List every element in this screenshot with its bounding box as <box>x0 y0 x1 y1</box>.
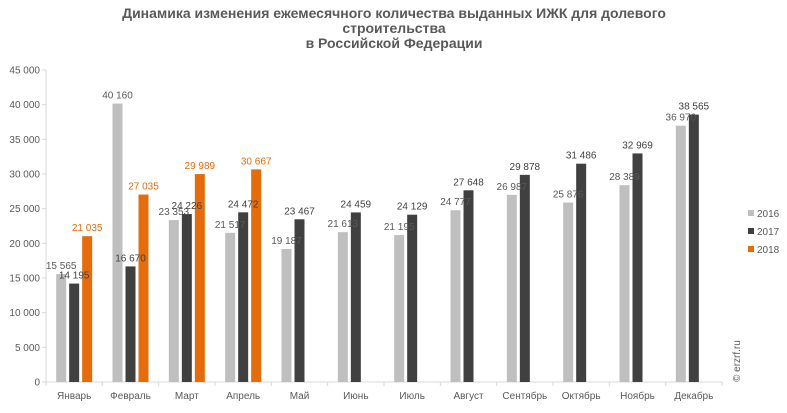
y-tick-label: 35 000 <box>9 135 40 146</box>
bar-2018 <box>82 236 93 382</box>
value-label-2018: 21 035 <box>72 223 103 234</box>
x-tick-label: Август <box>453 391 484 402</box>
y-tick-label: 0 <box>34 378 40 389</box>
watermark-text: © erzrf.ru <box>732 340 743 382</box>
bar-2016 <box>168 220 179 382</box>
y-tick-label: 20 000 <box>9 239 40 250</box>
bar-2017 <box>350 212 361 382</box>
x-tick-label: Июль <box>399 391 425 402</box>
x-tick-label: Июнь <box>343 391 368 402</box>
bar-2017 <box>294 219 305 382</box>
legend-label-2017: 2017 <box>757 227 780 238</box>
value-label-2016: 36 970 <box>666 113 697 124</box>
y-tick-label: 45 000 <box>9 66 40 77</box>
bar-2017 <box>181 214 192 382</box>
value-label-2016: 24 777 <box>440 197 471 208</box>
x-tick-label: Май <box>290 391 310 402</box>
legend-swatch-2017 <box>748 228 754 234</box>
bar-2017 <box>519 174 530 382</box>
value-label-2017: 32 969 <box>622 140 653 151</box>
value-label-2017: 38 565 <box>679 102 710 113</box>
chart-title-line-3: в Российской Федерации <box>306 35 483 51</box>
value-label-2016: 40 160 <box>102 91 133 102</box>
y-tick-label: 10 000 <box>9 308 40 319</box>
bar-2017 <box>125 266 136 382</box>
bar-2016 <box>394 235 405 382</box>
x-tick-label: Март <box>175 391 199 402</box>
x-tick-label: Апрель <box>226 391 260 402</box>
value-label-2017: 16 670 <box>115 253 146 264</box>
value-label-2016: 19 187 <box>271 236 302 247</box>
value-label-2017: 24 226 <box>172 201 203 212</box>
value-label-2016: 25 876 <box>553 190 584 201</box>
value-label-2016: 15 565 <box>46 261 77 272</box>
bar-2016 <box>450 210 461 382</box>
value-label-2016: 28 389 <box>609 172 640 183</box>
bar-2018 <box>251 169 262 382</box>
value-label-2017: 24 459 <box>341 199 372 210</box>
value-label-2017: 14 195 <box>59 271 90 282</box>
value-label-2016: 26 987 <box>497 182 528 193</box>
x-tick-label: Сентябрь <box>502 390 547 402</box>
bar-2017 <box>69 283 80 382</box>
value-label-2016: 23 353 <box>159 207 190 218</box>
bar-2016 <box>281 248 292 382</box>
value-label-2017: 24 472 <box>228 199 259 210</box>
x-tick-label: Январь <box>57 391 91 402</box>
value-label-2018: 27 035 <box>128 182 159 193</box>
bar-2016 <box>506 194 517 382</box>
bar-2017 <box>407 214 418 382</box>
y-tick-label: 5 000 <box>15 343 40 354</box>
bar-2017 <box>238 212 249 382</box>
x-tick-label: Октябрь <box>562 390 601 402</box>
bar-2017 <box>688 114 699 382</box>
bar-2018 <box>138 194 149 382</box>
y-tick-label: 40 000 <box>9 100 40 111</box>
value-label-2016: 21 195 <box>384 222 415 233</box>
value-label-2018: 30 667 <box>241 156 272 167</box>
value-label-2016: 21 517 <box>215 220 246 231</box>
value-label-2017: 27 648 <box>453 177 484 188</box>
bar-2017 <box>576 163 587 382</box>
legend-swatch-2016 <box>748 210 754 216</box>
y-tick-label: 30 000 <box>9 170 40 181</box>
x-tick-label: Февраль <box>110 391 151 402</box>
value-label-2017: 29 878 <box>510 162 541 173</box>
bar-2016 <box>225 232 236 382</box>
bar-2017 <box>463 190 474 382</box>
value-label-2017: 24 129 <box>397 202 428 213</box>
legend-label-2016: 2016 <box>757 209 780 220</box>
legend-swatch-2018 <box>748 246 754 252</box>
value-label-2017: 23 467 <box>284 206 315 217</box>
chart-title-line-1: Динамика изменения ежемесячного количест… <box>122 5 666 21</box>
bar-2016 <box>675 125 686 382</box>
value-label-2016: 21 613 <box>328 219 359 230</box>
value-label-2018: 29 989 <box>185 161 216 172</box>
bar-2016 <box>619 185 630 382</box>
bar-2016 <box>112 103 123 382</box>
bar-2018 <box>194 174 205 382</box>
bar-2016 <box>337 232 348 382</box>
bar-2017 <box>632 153 643 382</box>
y-tick-label: 15 000 <box>9 274 40 285</box>
y-tick-label: 25 000 <box>9 204 40 215</box>
bar-2016 <box>563 202 574 382</box>
chart-title-line-2: строительства <box>342 20 446 36</box>
x-tick-label: Ноябрь <box>620 390 655 402</box>
bar-2016 <box>56 274 67 382</box>
x-tick-label: Декабрь <box>674 390 713 402</box>
legend-label-2018: 2018 <box>757 245 780 256</box>
value-label-2017: 31 486 <box>566 151 597 162</box>
